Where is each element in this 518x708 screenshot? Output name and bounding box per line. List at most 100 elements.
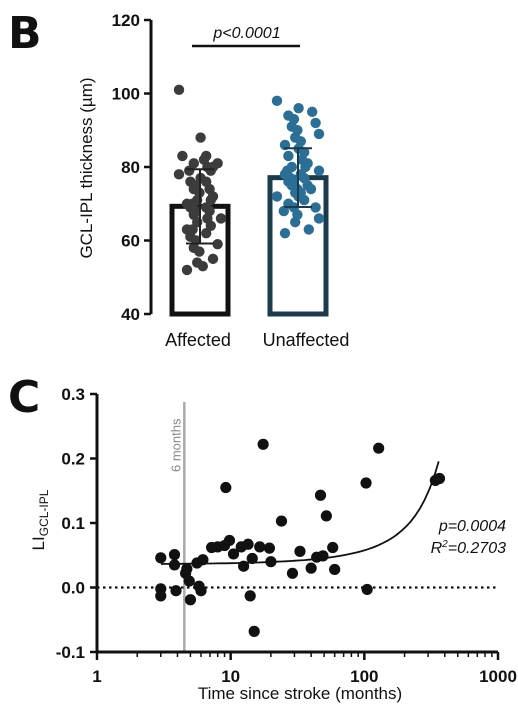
- data-point-unaffected: [307, 106, 318, 118]
- data-point-affected: [173, 84, 185, 96]
- data-point-affected: [181, 264, 193, 276]
- data-point-unaffected: [299, 194, 310, 206]
- data-point-unaffected: [271, 95, 283, 107]
- scatter-point: [181, 563, 193, 575]
- panel-c-y-tick-label: 0.2: [61, 450, 85, 469]
- panel-b-error-bars: [186, 147, 312, 245]
- scatter-point: [373, 442, 385, 454]
- scatter-point: [327, 541, 339, 554]
- data-point-affected: [205, 165, 216, 176]
- data-point-affected: [195, 132, 206, 143]
- data-point-unaffected: [290, 216, 301, 228]
- panel-c-x-axis-title: Time since stroke (months): [198, 684, 402, 703]
- data-point-unaffected: [313, 165, 325, 176]
- data-point-unaffected: [305, 183, 317, 195]
- panel-b-y-tick-label: 120: [112, 11, 140, 30]
- scatter-point: [360, 477, 372, 489]
- scatter-point: [320, 510, 332, 522]
- scatter-point: [223, 534, 236, 547]
- scatter-point: [248, 625, 260, 637]
- data-point-unaffected: [310, 202, 321, 213]
- x-label-affected: Affected: [165, 330, 231, 350]
- panel-b-y-axis-title: GCL-IPL thickness (µm): [77, 77, 96, 258]
- scatter-point: [275, 515, 288, 527]
- panel-c-x-tick-label: 1: [92, 667, 101, 686]
- scatter-point: [168, 549, 181, 561]
- panel-c-y-axis-title: LIGCL-IPL: [29, 489, 51, 550]
- data-point-unaffected: [271, 191, 283, 202]
- scatter-point: [361, 583, 373, 596]
- scatter-point: [168, 559, 181, 571]
- panel-b: B GCL-IPL thickness (µm) 40 60 80 100 120 Af…: [8, 8, 349, 350]
- scatter-point: [184, 594, 197, 606]
- scatter-point: [294, 545, 306, 557]
- panel-b-x-labels: Affected Unaffected: [165, 330, 349, 350]
- scatter-point: [265, 556, 277, 568]
- panel-c-y-tick-label: 0.1: [61, 514, 85, 533]
- panel-c-letter: C: [8, 372, 40, 423]
- scatter-point: [195, 585, 207, 597]
- scatter-point: [155, 552, 167, 564]
- data-point-affected: [184, 165, 195, 176]
- panel-b-y-tick-label: 100: [112, 85, 140, 104]
- data-point-affected: [177, 150, 188, 162]
- scatter-point: [197, 554, 209, 566]
- data-point-affected: [207, 253, 219, 265]
- panel-c-y-title-sub: GCL-IPL: [37, 489, 51, 536]
- panel-b-y-tick-label: 60: [121, 232, 140, 251]
- fit-curve: [160, 461, 440, 565]
- scatter-point: [257, 438, 269, 450]
- data-point-unaffected: [313, 213, 325, 224]
- data-point-unaffected: [293, 103, 304, 114]
- data-point-unaffected: [303, 224, 314, 235]
- panel-c-y-title-main: LI: [29, 536, 48, 550]
- panel-b-points: [173, 84, 325, 276]
- six-month-marker: 6 months: [168, 402, 186, 652]
- x-label-unaffected: Unaffected: [263, 330, 350, 350]
- panel-b-y-tick-label: 40: [121, 305, 140, 324]
- scatter-point: [242, 538, 254, 550]
- panel-c: C LIGCL-IPL 6 months -0.1 0.0 0.1 0.2 0.3 1 10…: [8, 372, 517, 703]
- data-point-affected: [201, 227, 212, 239]
- data-point-affected: [197, 261, 208, 272]
- scatter-point: [170, 585, 182, 597]
- scatter-point: [329, 563, 341, 576]
- panel-c-x-tick-label: 1000: [479, 667, 517, 686]
- svg-text:LIGCL-IPL: LIGCL-IPL: [29, 489, 51, 550]
- panel-b-y-tick-label: 80: [121, 158, 140, 177]
- scatter-point: [433, 472, 446, 485]
- scatter-point: [244, 590, 256, 602]
- data-point-affected: [194, 246, 205, 257]
- panel-c-r-squared: R2=0.2703: [431, 539, 507, 557]
- data-point-unaffected: [279, 227, 291, 239]
- data-point-unaffected: [283, 150, 294, 162]
- scatter-point: [155, 590, 167, 602]
- data-point-affected: [173, 169, 185, 180]
- scatter-point: [227, 548, 240, 560]
- scatter-point: [183, 575, 195, 587]
- panel-b-significance: p<0.0001: [212, 25, 280, 42]
- data-point-unaffected: [278, 205, 289, 217]
- panel-c-points: [155, 438, 446, 637]
- panel-c-p-value: p=0.0004: [438, 518, 506, 535]
- scatter-point: [263, 542, 276, 554]
- scatter-point: [246, 552, 258, 565]
- data-point-affected: [215, 213, 227, 224]
- panel-b-y-ticks: 40 60 80 100 120: [112, 11, 151, 324]
- scatter-point: [238, 560, 250, 572]
- panel-c-x-tick-label: 10: [221, 667, 240, 686]
- bar-unaffected: [267, 175, 329, 317]
- data-point-unaffected: [313, 128, 325, 140]
- panel-c-x-tick-label: 100: [350, 667, 378, 686]
- fit-curve-path: [160, 461, 440, 565]
- scatter-point: [305, 562, 317, 574]
- panel-c-y-tick-label: 0.0: [61, 579, 85, 598]
- scatter-point: [220, 481, 232, 494]
- panel-c-y-tick-label: 0.3: [61, 385, 85, 404]
- data-point-affected: [212, 238, 223, 250]
- panel-c-y-tick-label: -0.1: [56, 643, 85, 662]
- scatter-point: [317, 550, 329, 562]
- scatter-point: [254, 541, 266, 553]
- data-point-unaffected: [310, 117, 321, 129]
